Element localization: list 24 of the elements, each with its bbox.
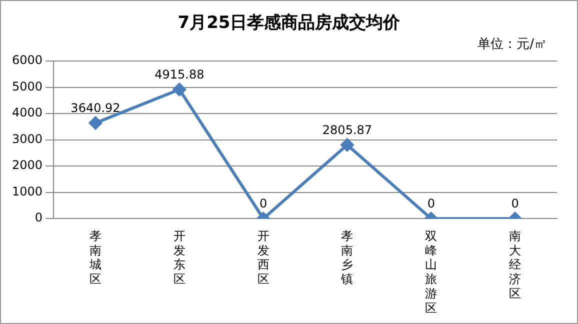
x-tick-label: 双峰山旅游区	[425, 228, 438, 315]
data-label: 4915.88	[154, 68, 204, 82]
data-label: 3640.92	[70, 101, 120, 116]
y-tick-label: 0	[34, 210, 43, 225]
x-tick-label: 孝南城区	[88, 228, 102, 286]
y-tick-label: 5000	[12, 79, 43, 94]
point	[340, 138, 354, 152]
data-label: 0	[259, 196, 268, 211]
x-tick-label: 开发东区	[173, 228, 186, 286]
chart-title: 7月25日孝感商品房成交均价	[176, 12, 402, 35]
data-label: 2805.87	[322, 123, 372, 138]
y-tick-label: 6000	[12, 53, 43, 68]
point	[172, 82, 186, 96]
y-tick-label: 1000	[12, 184, 43, 198]
y-tick-label: 4000	[12, 106, 43, 120]
x-tick-label: 孝南乡镇	[340, 228, 354, 286]
data-label: 0	[427, 196, 435, 211]
y-tick-label: 2000	[12, 158, 43, 172]
x-tick-label: 南大经济区	[509, 228, 522, 301]
x-tick-label: 开发西区	[257, 228, 270, 286]
point	[88, 116, 102, 130]
y-tick-label: 3000	[12, 132, 43, 146]
text: 单位：元/㎡	[478, 36, 547, 53]
data-label: 0	[511, 196, 519, 211]
